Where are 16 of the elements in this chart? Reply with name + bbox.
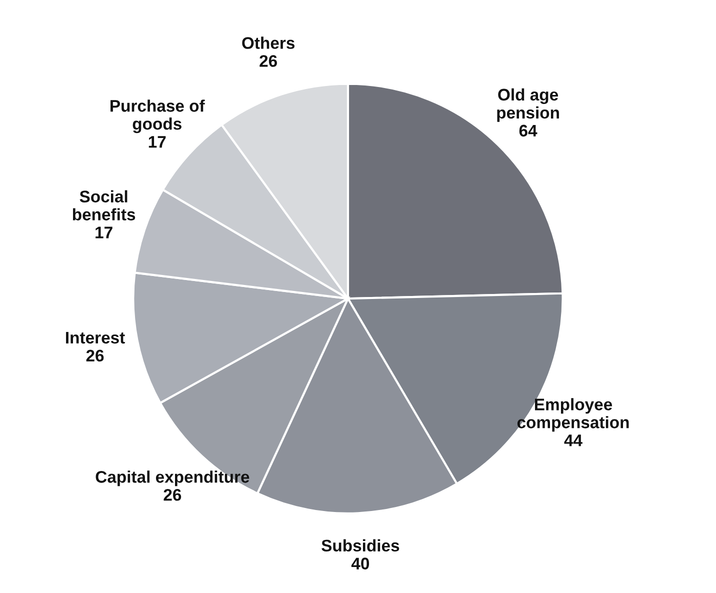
data-label: 40 (351, 558, 370, 570)
data-label: 26 (86, 350, 104, 362)
slice-label: Others (242, 36, 294, 49)
slice-label: Subsidies (322, 539, 400, 552)
slice-label: Employee compensation (517, 398, 629, 432)
slice-label: Old age pension (497, 88, 559, 122)
data-label: 44 (564, 434, 582, 446)
data-label: 64 (519, 124, 538, 137)
data-label: 26 (260, 55, 277, 67)
data-label: 26 (164, 488, 182, 501)
slice-label: Interest (66, 332, 125, 344)
data-label: 17 (96, 226, 112, 238)
slice-label: Purchase of goods (110, 100, 205, 134)
slice-label: Social benefits (72, 190, 136, 220)
data-label: 17 (148, 136, 166, 148)
slice-label: Capital expenditure (96, 470, 250, 486)
